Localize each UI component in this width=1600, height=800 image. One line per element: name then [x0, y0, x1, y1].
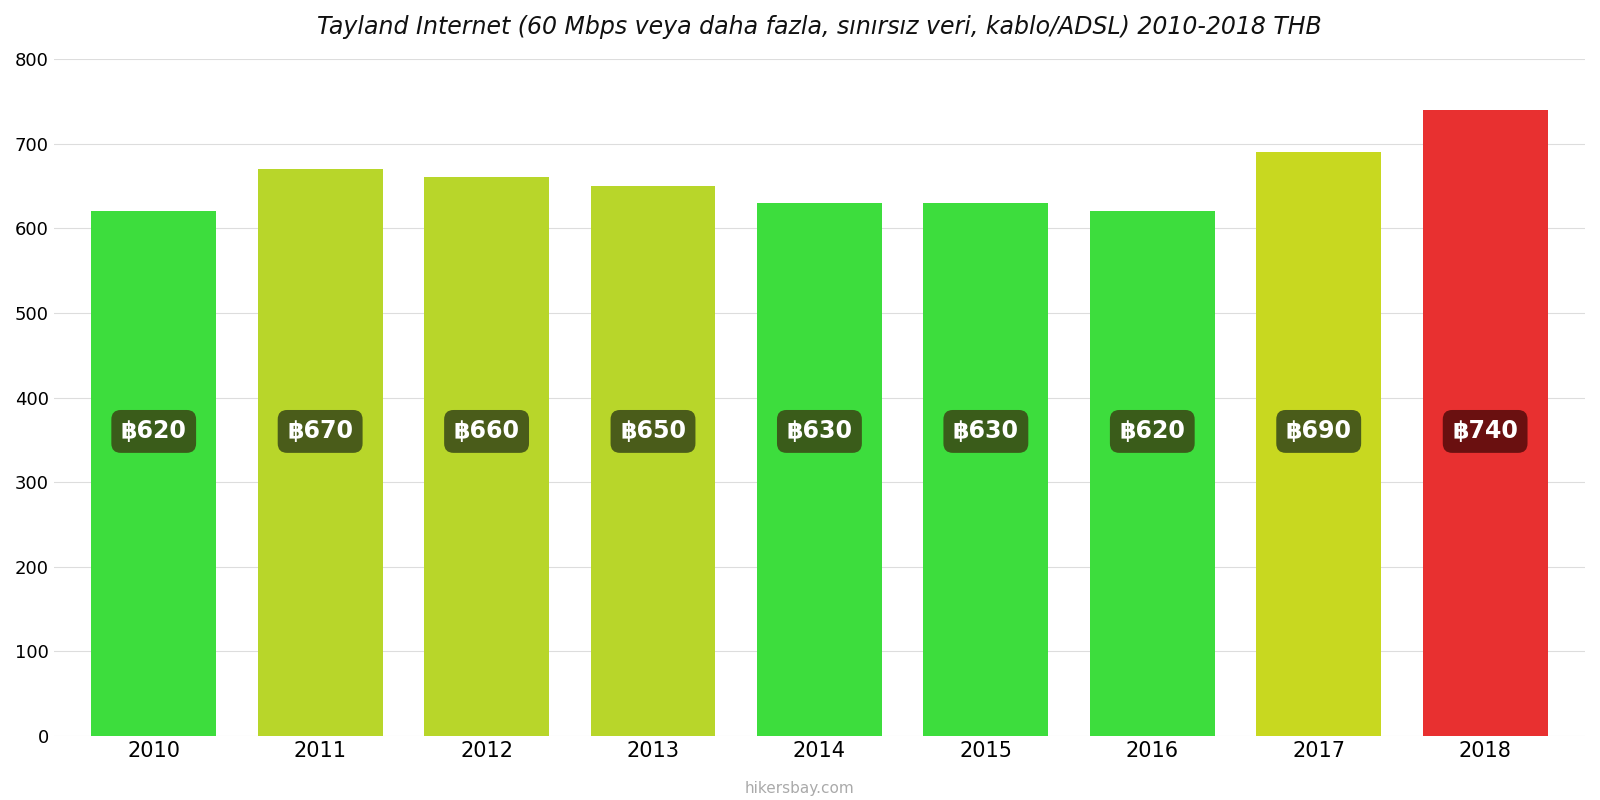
Text: ฿660: ฿660	[453, 419, 520, 443]
Text: ฿630: ฿630	[787, 419, 853, 443]
Text: ฿620: ฿620	[120, 419, 187, 443]
Bar	[590, 186, 715, 736]
Text: hikersbay.com: hikersbay.com	[746, 781, 854, 796]
Text: ฿650: ฿650	[621, 419, 686, 443]
Bar	[1256, 152, 1381, 736]
Bar	[923, 203, 1048, 736]
Bar	[424, 178, 549, 736]
Text: ฿620: ฿620	[1120, 419, 1186, 443]
Title: Tayland Internet (60 Mbps veya daha fazla, sınırsız veri, kablo/ADSL) 2010-2018 : Tayland Internet (60 Mbps veya daha fazl…	[317, 15, 1322, 39]
Bar	[258, 169, 382, 736]
Text: ฿740: ฿740	[1453, 419, 1518, 443]
Text: ฿670: ฿670	[286, 419, 354, 443]
Bar	[757, 203, 882, 736]
Text: ฿690: ฿690	[1286, 419, 1352, 443]
Bar	[1422, 110, 1547, 736]
Bar	[91, 211, 216, 736]
Bar	[1090, 211, 1214, 736]
Text: ฿630: ฿630	[954, 419, 1019, 443]
